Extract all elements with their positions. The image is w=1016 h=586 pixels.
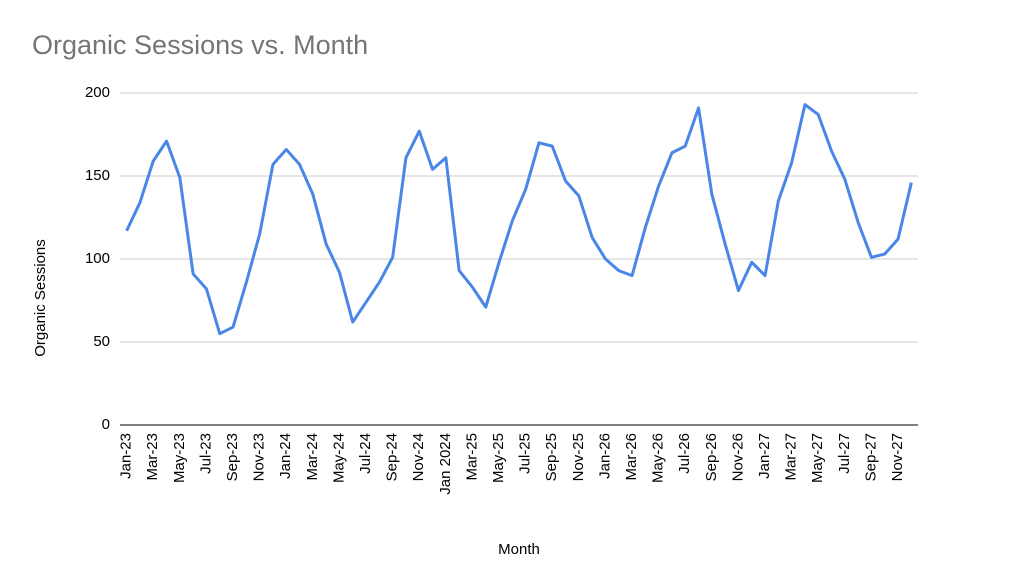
x-tick-label: Mar-23 xyxy=(144,433,161,481)
x-tick-label: Mar-24 xyxy=(304,433,321,481)
x-tick-label: Jul-24 xyxy=(357,433,374,474)
y-tick-label: 50 xyxy=(93,333,110,350)
x-tick-label: Jul-25 xyxy=(517,433,534,474)
y-axis-title: Organic Sessions xyxy=(32,239,49,357)
chart-title: Organic Sessions vs. Month xyxy=(32,30,368,60)
x-tick-label: Jan-26 xyxy=(596,433,613,479)
x-tick-label: May-27 xyxy=(809,433,826,483)
y-tick-label: 100 xyxy=(85,250,110,267)
x-tick-label: Sep-25 xyxy=(543,433,560,481)
x-tick-label: Sep-27 xyxy=(862,433,879,481)
x-tick-label: Nov-25 xyxy=(570,433,587,481)
x-tick-label: Sep-23 xyxy=(224,433,241,481)
x-tick-label: Jan 2024 xyxy=(437,433,454,495)
y-tick-label: 0 xyxy=(102,416,110,433)
x-tick-label: May-23 xyxy=(171,433,188,483)
x-tick-label: Nov-23 xyxy=(251,433,268,481)
x-tick-label: May-24 xyxy=(330,433,347,483)
x-tick-label: Mar-27 xyxy=(783,433,800,481)
x-tick-label: Nov-27 xyxy=(889,433,906,481)
x-tick-label: Jul-23 xyxy=(197,433,214,474)
x-axis-title: Month xyxy=(498,541,540,558)
x-tick-label: Jul-27 xyxy=(836,433,853,474)
x-tick-label: Nov-24 xyxy=(410,433,427,481)
y-tick-label: 200 xyxy=(85,84,110,101)
x-tick-label: Jul-26 xyxy=(676,433,693,474)
x-tick-label: Jan-23 xyxy=(118,433,135,479)
x-tick-label: Sep-26 xyxy=(703,433,720,481)
y-tick-label: 150 xyxy=(85,167,110,184)
x-tick-label: Mar-25 xyxy=(463,433,480,481)
x-tick-label: Jan-24 xyxy=(277,433,294,479)
series-line xyxy=(125,103,913,336)
x-tick-label: May-25 xyxy=(490,433,507,483)
x-tick-label: Nov-26 xyxy=(729,433,746,481)
x-tick-label: May-26 xyxy=(650,433,667,483)
x-tick-label: Mar-26 xyxy=(623,433,640,481)
x-tick-label: Sep-24 xyxy=(384,433,401,481)
x-tick-label: Jan-27 xyxy=(756,433,773,479)
